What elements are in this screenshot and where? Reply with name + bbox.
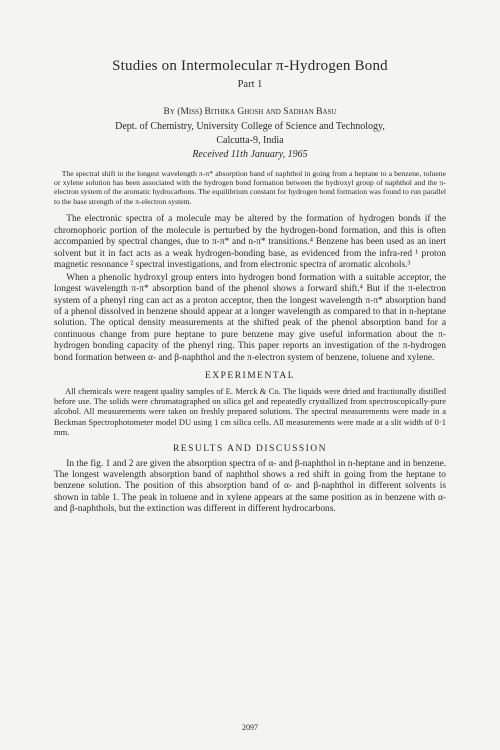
author-byline: By (Miss) Bithika Ghosh and Sadhan Basu (54, 107, 446, 118)
section-heading-experimental: EXPERIMENTAL (54, 371, 446, 382)
page-number: 2097 (0, 723, 500, 732)
affiliation-line-2: Calcutta-9, India (54, 135, 446, 147)
experimental-paragraph: All chemicals were reagent quality sampl… (54, 386, 446, 438)
paper-title: Studies on Intermolecular π-Hydrogen Bon… (54, 58, 446, 76)
paper-page: Studies on Intermolecular π-Hydrogen Bon… (0, 0, 500, 750)
body-paragraph-2: When a phenolic hydroxyl group enters in… (54, 273, 446, 365)
results-paragraph: In the fig. 1 and 2 are given the absorp… (54, 459, 446, 516)
affiliation-line-1: Dept. of Chemistry, University College o… (54, 121, 446, 133)
body-paragraph-1: The electronic spectra of a molecule may… (54, 214, 446, 271)
abstract-text: The spectral shift in the longest wavele… (54, 169, 446, 207)
paper-subtitle: Part 1 (54, 79, 446, 91)
received-date: Received 11th January, 1965 (54, 149, 446, 161)
section-heading-results: RESULTS AND DISCUSSION (54, 444, 446, 455)
